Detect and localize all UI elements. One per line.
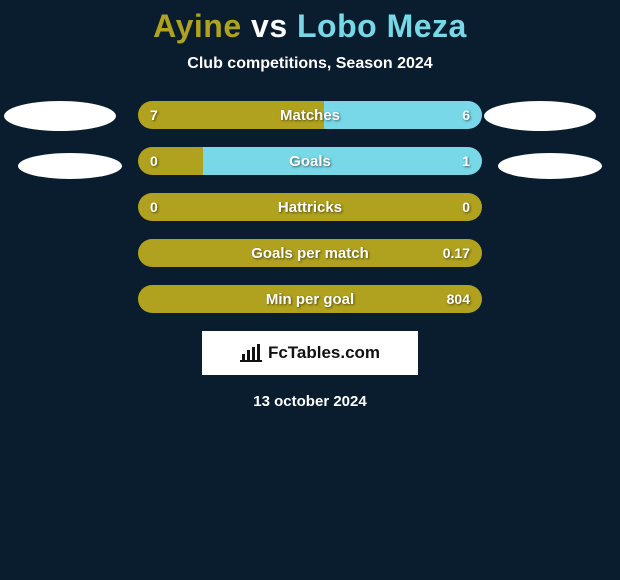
stat-value-left: 0 — [150, 193, 158, 221]
title: Ayine vs Lobo Meza — [0, 0, 620, 45]
stat-label: Goals per match — [138, 239, 482, 267]
barchart-icon — [240, 344, 262, 362]
stat-row: Hattricks0 0 — [138, 193, 482, 221]
avatar-right-1 — [484, 101, 596, 131]
stat-label: Goals — [138, 147, 482, 175]
stat-value-right: 0.17 — [443, 239, 470, 267]
stat-label: Hattricks — [138, 193, 482, 221]
stat-value-right: 1 — [462, 147, 470, 175]
avatar-left-2 — [18, 153, 122, 179]
stat-value-right: 804 — [447, 285, 470, 313]
page: Ayine vs Lobo Meza Club competitions, Se… — [0, 0, 620, 580]
stat-value-right: 6 — [462, 101, 470, 129]
avatar-right-2 — [498, 153, 602, 179]
logo-text: FcTables.com — [268, 343, 380, 363]
stat-bars: Matches76Goals01Hattricks00Goals per mat… — [138, 101, 482, 313]
stats-area: Matches76Goals01Hattricks00Goals per mat… — [0, 101, 620, 410]
stat-label: Min per goal — [138, 285, 482, 313]
stat-row: Goals per match0.17 — [138, 239, 482, 267]
title-player1: Ayine — [153, 8, 241, 44]
stat-row: Matches7 6 — [138, 101, 482, 129]
title-player2: Lobo Meza — [297, 8, 467, 44]
stat-label: Matches — [138, 101, 482, 129]
avatar-left-1 — [4, 101, 116, 131]
date: 13 october 2024 — [0, 393, 620, 410]
stat-value-right: 0 — [462, 193, 470, 221]
title-vs: vs — [251, 8, 288, 44]
stat-value-left: 0 — [150, 147, 158, 175]
subtitle: Club competitions, Season 2024 — [0, 55, 620, 73]
stat-value-left: 7 — [150, 101, 158, 129]
stat-row: Min per goal804 — [138, 285, 482, 313]
stat-row: Goals0 1 — [138, 147, 482, 175]
logo-box: FcTables.com — [202, 331, 418, 375]
